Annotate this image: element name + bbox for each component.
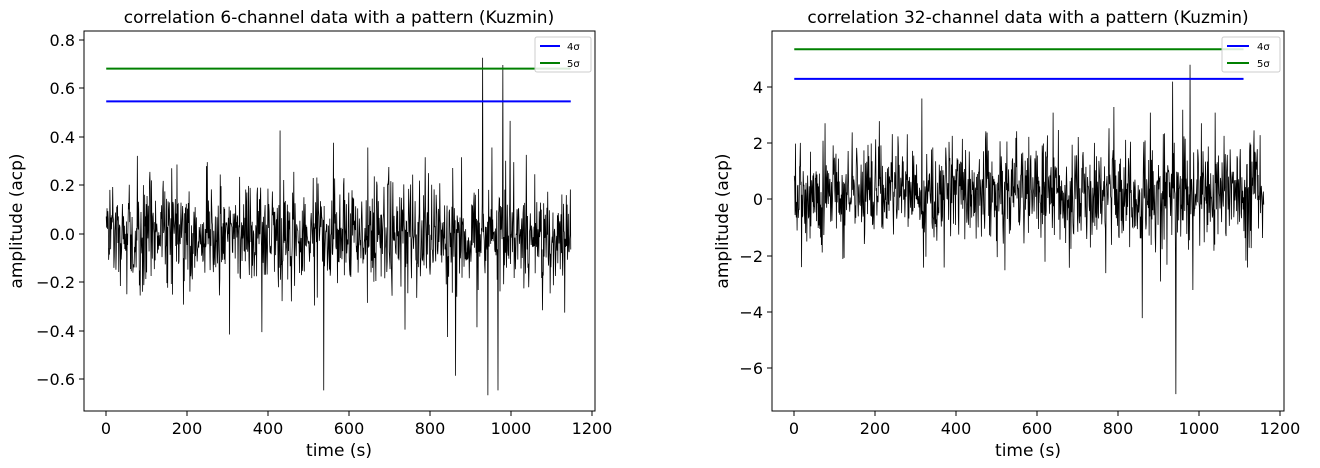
x-tick: 800 <box>415 411 446 438</box>
x-tick-label: 400 <box>941 419 972 438</box>
x-tick-label: 1200 <box>1260 419 1301 438</box>
y-axis-ticks: 0.8 0.6 0.4 0.2 0.0 −0.2 −0.4 −0.6 <box>36 31 84 389</box>
signal-line <box>105 57 572 396</box>
x-tick-label: 600 <box>334 419 365 438</box>
x-tick-label: 400 <box>253 419 284 438</box>
x-tick-label: 600 <box>1022 419 1053 438</box>
legend-box <box>1221 36 1281 73</box>
x-tick: 1000 <box>491 411 532 438</box>
x-tick: 1200 <box>1260 411 1301 438</box>
x-axis-label: time (s) <box>995 441 1061 461</box>
y-tick: 0.8 <box>50 31 84 50</box>
legend-label-4sigma: 4σ <box>1257 42 1270 53</box>
y-tick-label: −0.4 <box>36 322 75 341</box>
chart-6-channel: correlation 6-channel data with a patter… <box>7 8 612 461</box>
y-tick: −0.6 <box>36 370 84 389</box>
y-tick-label: 0.0 <box>50 225 75 244</box>
legend: 4σ 5σ <box>1221 36 1281 73</box>
y-tick: −4 <box>739 303 772 322</box>
y-tick: −0.4 <box>36 322 84 341</box>
y-tick-label: −0.6 <box>36 370 75 389</box>
y-tick-label: −6 <box>739 359 763 378</box>
x-tick: 800 <box>1103 411 1134 438</box>
x-axis-ticks: 0 200 400 600 800 1000 1200 <box>101 411 612 438</box>
y-tick: 0.2 <box>50 176 84 195</box>
signal-line <box>793 64 1265 395</box>
x-tick: 1200 <box>572 411 613 438</box>
threshold-lines-group <box>794 48 1244 80</box>
x-tick: 200 <box>860 411 891 438</box>
x-tick: 400 <box>253 411 284 438</box>
y-tick: −2 <box>739 247 772 266</box>
chart-title: correlation 6-channel data with a patter… <box>124 8 554 28</box>
y-tick-label: 4 <box>753 78 763 97</box>
x-axis-ticks: 0 200 400 600 800 1000 1200 <box>789 411 1300 438</box>
y-tick-label: 0.6 <box>50 79 75 98</box>
legend-label-5sigma: 5σ <box>567 59 580 70</box>
x-tick-label: 1000 <box>491 419 532 438</box>
chart-32-channel: correlation 32-channel data with a patte… <box>713 8 1300 461</box>
y-tick: 2 <box>753 134 772 153</box>
y-tick-label: −0.2 <box>36 273 75 292</box>
x-tick: 0 <box>789 411 799 438</box>
x-tick-label: 800 <box>415 419 446 438</box>
signal-line-group <box>105 57 572 396</box>
x-tick: 1000 <box>1179 411 1220 438</box>
y-tick-label: 0 <box>753 190 763 209</box>
plot-frame <box>83 30 596 412</box>
legend-label-5sigma: 5σ <box>1257 59 1270 70</box>
legend-box <box>534 36 592 73</box>
x-tick: 200 <box>172 411 203 438</box>
y-tick: 4 <box>753 78 772 97</box>
y-tick-label: 0.2 <box>50 176 75 195</box>
x-tick: 400 <box>941 411 972 438</box>
y-axis-label: amplitude (acp) <box>713 153 733 288</box>
y-axis-ticks: 4 2 0 −2 −4 −6 <box>739 78 772 378</box>
chart-title: correlation 32-channel data with a patte… <box>807 8 1248 28</box>
signal-line-group <box>793 64 1265 395</box>
x-tick: 0 <box>101 411 111 438</box>
threshold-lines-group <box>106 67 571 103</box>
y-tick-label: −4 <box>739 303 763 322</box>
y-axis-label: amplitude (acp) <box>7 153 27 288</box>
y-tick: −0.2 <box>36 273 84 292</box>
y-tick: 0.4 <box>50 128 84 147</box>
y-tick-label: 0.4 <box>50 128 75 147</box>
y-tick: −6 <box>739 359 772 378</box>
x-axis-label: time (s) <box>306 441 372 461</box>
x-tick: 600 <box>334 411 365 438</box>
x-tick-label: 800 <box>1103 419 1134 438</box>
y-tick-label: 2 <box>753 134 763 153</box>
x-tick: 600 <box>1022 411 1053 438</box>
y-tick-label: 0.8 <box>50 31 75 50</box>
y-tick: 0 <box>753 190 772 209</box>
x-tick-label: 0 <box>101 419 111 438</box>
y-tick: 0.0 <box>50 225 84 244</box>
x-tick-label: 200 <box>860 419 891 438</box>
y-tick: 0.6 <box>50 79 84 98</box>
y-tick-label: −2 <box>739 247 763 266</box>
legend-label-4sigma: 4σ <box>567 42 580 53</box>
plot-frame <box>771 30 1285 412</box>
x-tick-label: 1000 <box>1179 419 1220 438</box>
legend: 4σ 5σ <box>534 36 592 73</box>
x-tick-label: 1200 <box>572 419 613 438</box>
x-tick-label: 200 <box>172 419 203 438</box>
x-tick-label: 0 <box>789 419 799 438</box>
